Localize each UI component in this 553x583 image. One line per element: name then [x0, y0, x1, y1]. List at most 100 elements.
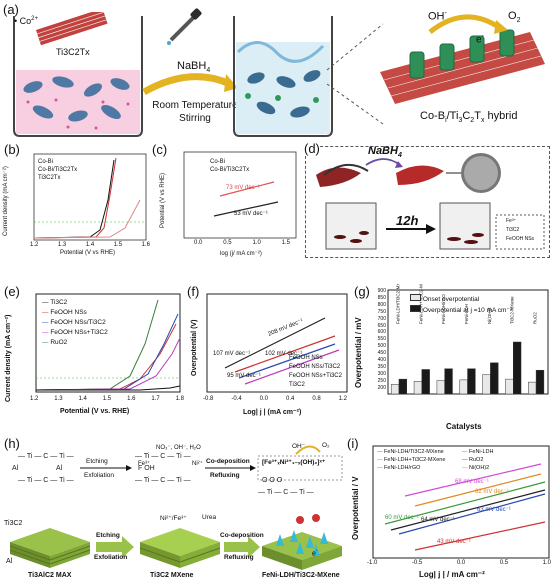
beaker-ti3c2tx-icon — [13, 12, 143, 137]
slope-annot: 60 mV dec⁻¹ — [385, 515, 419, 521]
hybrid-label-h: FeNi-LDH/Ti3C2-MXene — [262, 572, 340, 579]
panel-i-label: (i) — [347, 436, 359, 451]
legend-g-item: Overpotential at j =10 mA cm⁻² — [410, 305, 512, 316]
hybrid-structure-icon — [380, 14, 545, 104]
bar-overpotential — [398, 378, 407, 395]
tick: 1.6 — [141, 242, 150, 248]
svg-text:— Ti — C — Ti —: — Ti — C — Ti — — [258, 489, 314, 496]
legend-b: Co-Bi Co-Bi/Ti3C2Tx Ti3C2Tx — [38, 158, 77, 182]
co-ion-text: • Co2+ — [14, 16, 39, 26]
chart-i — [372, 445, 550, 559]
yticks-g: 900 850 800 750 700 650 600 550 500 450 … — [376, 288, 386, 392]
legend-e: — Ti3C2 — FeOOH NSs — FeOOH NSs/Ti3C2 — … — [42, 298, 108, 348]
chart-b — [33, 153, 147, 241]
max-label: Ti3AlC2 MAX — [28, 572, 72, 579]
ti3c2-label: Ti3C2 — [4, 520, 23, 527]
tick: -0.4 — [231, 396, 242, 402]
category-label: Ti3C2-MXene — [510, 296, 515, 324]
exfoliation-label: Exfoliation — [84, 472, 114, 479]
xlabel-b: Potential (V vs RHE) — [60, 250, 116, 256]
panel-c-label: (c) — [152, 142, 168, 157]
legend-c: Co-Bi Co-Bi/Ti3C2Tx — [210, 158, 249, 174]
ylabel-c: Potential (V vs RHE) — [160, 172, 166, 228]
svg-text:F OH: F OH — [138, 465, 155, 472]
tick: 1.2 — [30, 242, 39, 248]
slope-annot: 43 mV dec⁻¹ — [437, 539, 471, 545]
category-label: FeNi-LDH — [464, 304, 469, 324]
xlabel-c: log (j/ mA cm⁻²) — [220, 251, 262, 257]
svg-text:— Ti — C — Ti —: — Ti — C — Ti — — [18, 453, 74, 460]
panel-i: (i) — FeNi-LDH/Ti3C2-MXene — FeNi-LDH — … — [345, 434, 553, 583]
tick: 900 — [377, 288, 386, 294]
category-label: Ni(OH)2 — [487, 307, 492, 324]
time-label: 12h — [396, 213, 419, 228]
category-label: FeNi-LDH/Ti3C2-MXene — [395, 284, 400, 324]
xticks-f: -0.8 -0.4 0.0 0.4 0.8 1.2 — [203, 396, 347, 402]
legend-e-item: — RuO2 — [42, 339, 68, 346]
legend-f: FeOOH NSs FeOOH NSs/Ti3C2 FeOOH NSs+Ti3C… — [289, 354, 342, 390]
panel-d-illustration — [316, 153, 545, 250]
xticks-e: 1.2 1.3 1.4 1.5 1.6 1.7 1.8 — [30, 396, 184, 402]
refluxing-label: Refluxing — [210, 472, 240, 479]
tick: 700 — [377, 315, 386, 322]
ions-label: NO₃⁻, OH⁻, H₂O — [156, 445, 201, 451]
tick: 300 — [377, 370, 386, 377]
o2-label-h: O₂ — [322, 442, 330, 449]
tick: 1.5 — [281, 240, 290, 246]
tick: 0.5 — [499, 560, 509, 566]
ni2-label: Ni²⁺ — [192, 461, 203, 467]
tick: -1.0 — [367, 560, 378, 566]
panel-d-label: (d) — [304, 141, 320, 156]
refluxing-label: Refluxing — [224, 554, 254, 561]
legend-g-item: Onset overpotential — [410, 294, 512, 305]
tick: 1.4 — [78, 396, 87, 402]
bar-onset — [482, 374, 491, 395]
nife-label: Ni²⁺/Fe³⁺ — [160, 515, 187, 522]
o2-label: O2 — [508, 10, 521, 25]
fe3-label: Fe³⁺ — [138, 461, 151, 467]
tick: 1.6 — [127, 396, 136, 402]
hybrid-label: Co-Bi/Ti3C2Tx hybrid — [420, 110, 518, 125]
panel-h: (h) — Ti — C — Ti — Al Al — Ti — C — Ti —… — [0, 434, 345, 583]
svg-text:— Ti — C — Ti —: — Ti — C — Ti — — [135, 453, 191, 460]
exfoliation-label: Exfoliation — [94, 554, 128, 561]
xlabel-g: Catalysts — [446, 422, 482, 431]
bar-onset — [528, 381, 537, 395]
slope-annot: 102 mV dec⁻¹ — [265, 351, 303, 357]
svg-text:— Ti — C — Ti —: — Ti — C — Ti — — [135, 477, 191, 484]
panel-d: (d) NaBH4 12h Fe³⁺ Ti3C2 FeOOH NSs — [304, 141, 550, 258]
legend-d-item: Ti3C2 — [506, 227, 520, 233]
legend-i-item: — RuO2 — [462, 457, 484, 463]
legend-e-item: — FeOOH NSs/Ti3C2 — [42, 319, 106, 326]
tick: 1.3 — [57, 242, 67, 248]
nabh4-label-d: NaBH4 — [368, 145, 402, 160]
bar-onset — [459, 379, 468, 395]
tick: 0.4 — [285, 396, 295, 402]
tick: 450 — [377, 350, 386, 357]
tick: 1.4 — [85, 242, 95, 248]
legend-i: — FeNi-LDH/Ti3C2-MXene — FeNi-LDH — FeNi… — [377, 448, 547, 472]
tick: 550 — [377, 336, 386, 343]
urea-label: Urea — [202, 514, 217, 521]
panel-h-label: (h) — [4, 436, 20, 451]
tick: 0.0 — [194, 240, 203, 246]
tick: 0.5 — [223, 240, 232, 246]
panel-b-label: (b) — [4, 142, 20, 157]
slope-annot: 95 mV dec⁻¹ — [227, 373, 261, 379]
xlabel-e: Potential (V vs. RHE) — [60, 408, 130, 415]
legend-i-item: — FeNi-LDH/Ti3C2-MXene — [377, 449, 444, 455]
legend-c-item: Co-Bi — [210, 159, 226, 165]
oh-label-h: OH⁻ — [292, 443, 306, 450]
codeposition-label: Co-deposition — [220, 532, 264, 539]
arrow-text-2: Stirring — [179, 113, 211, 124]
slope-annot: 63 mV dec⁻¹ — [477, 507, 511, 513]
formula-label: [Fe³⁺ₓNi²⁺₁₋ₓ(OH)₂]ˣ⁺ — [262, 459, 326, 466]
slope-annot: 107 mV dec⁻¹ — [213, 351, 251, 357]
legend-f-item: FeOOH NSs/Ti3C2 — [289, 364, 341, 370]
electron-label: e- — [476, 33, 484, 46]
panel-g: (g) FeNi-LDH/Ti3C2-MXene FeNi-LDH+Ti3C2-M… — [350, 284, 553, 434]
bar-onset — [436, 380, 445, 395]
tick: 750 — [377, 308, 386, 315]
tick: 1.2 — [338, 396, 347, 402]
blocks-row — [9, 514, 342, 570]
